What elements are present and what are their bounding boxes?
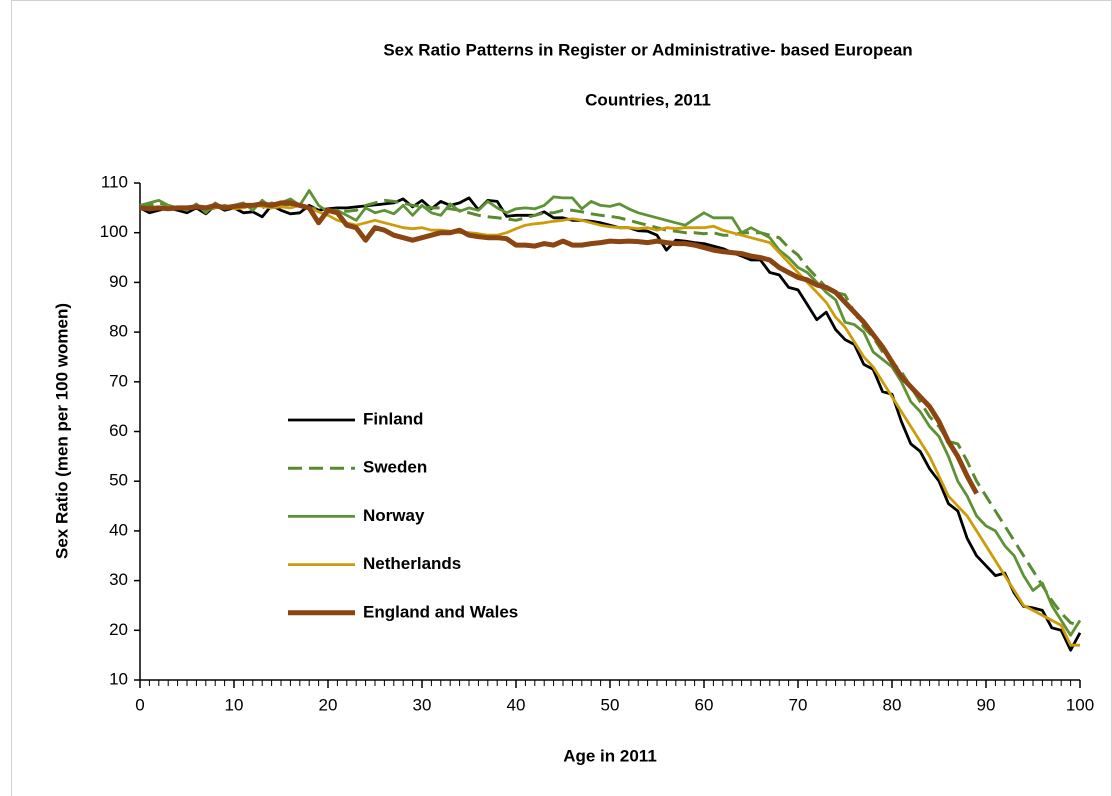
legend-label: Finland — [363, 409, 423, 428]
x-tick-label: 60 — [695, 695, 714, 714]
x-tick-label: 20 — [319, 695, 338, 714]
x-tick-label: 40 — [507, 695, 526, 714]
x-tick-label: 0 — [135, 695, 144, 714]
legend-label: Netherlands — [363, 554, 461, 573]
chart-title: Countries, 2011 — [585, 90, 711, 109]
legend-label: England and Wales — [363, 602, 518, 621]
legend-label: Sweden — [363, 458, 427, 477]
x-tick-label: 50 — [601, 695, 620, 714]
frame — [11, 0, 1112, 796]
series-line — [139, 200, 979, 495]
y-tick-label: 110 — [101, 172, 128, 191]
x-tick-label: 100 — [1066, 695, 1094, 714]
x-axis-label: Age in 2011 — [563, 746, 657, 765]
y-tick-label: 100 — [100, 222, 128, 241]
y-tick-label: 80 — [109, 322, 128, 341]
y-tick-label: 20 — [109, 620, 128, 639]
y-tick-label: 10 — [109, 669, 128, 688]
y-tick-label: 70 — [109, 371, 128, 390]
x-tick-label: 90 — [977, 695, 996, 714]
y-tick-label: 90 — [109, 272, 128, 291]
x-tick-label: 70 — [789, 695, 808, 714]
x-tick-label: 30 — [413, 695, 432, 714]
x-tick-label: 80 — [883, 695, 902, 714]
y-axis-label: Sex Ratio (men per 100 women) — [52, 303, 71, 559]
x-tick-label: 10 — [225, 695, 244, 714]
y-tick-label: 50 — [109, 471, 128, 490]
y-tick-label: 30 — [109, 570, 128, 589]
legend-label: Norway — [363, 506, 425, 525]
series-line — [139, 196, 1082, 652]
y-tick-label: 60 — [109, 421, 128, 440]
series-line — [139, 198, 1081, 627]
chart-title: Sex Ratio Patterns in Register or Admini… — [383, 40, 912, 59]
series-line — [139, 189, 1082, 637]
y-tick-label: 40 — [109, 520, 128, 539]
